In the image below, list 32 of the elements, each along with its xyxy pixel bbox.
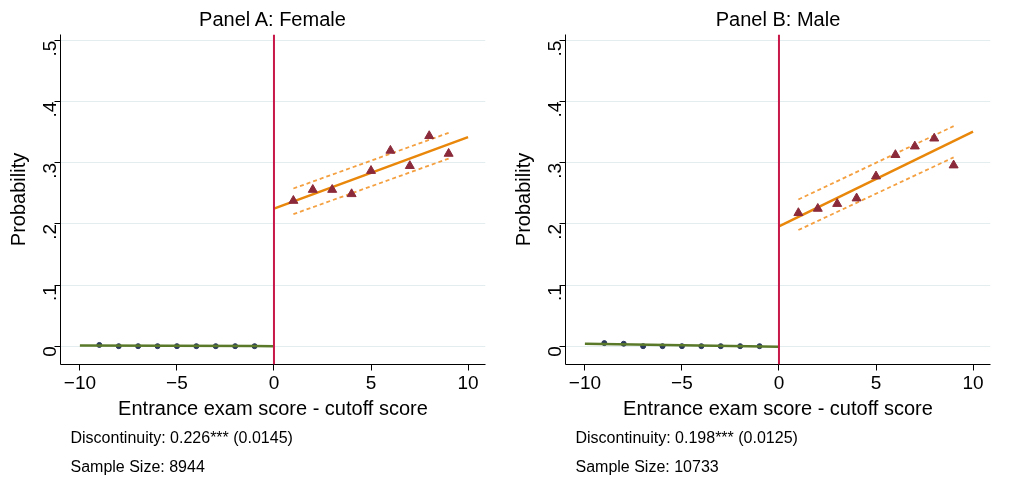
- chart-title: Panel B: Male: [715, 7, 841, 30]
- text: Sample Size: 8944: [70, 457, 205, 475]
- y-tick-label: .1: [39, 285, 60, 301]
- y-axis-title: Probability: [6, 152, 29, 247]
- y-tick-label: .4: [544, 101, 565, 118]
- y-tick-label: .2: [544, 223, 565, 240]
- y-tick-label: 0: [39, 346, 60, 357]
- x-tick-label: 10: [962, 371, 984, 393]
- y-tick-label: .2: [39, 223, 60, 240]
- y-axis-title: Probability: [511, 152, 534, 247]
- x-tick-label: −10: [63, 371, 97, 393]
- x-tick-label: 0: [773, 371, 785, 393]
- text: Discontinuity: 0.198*** (0.0125): [575, 428, 798, 446]
- x-tick-label: −5: [166, 371, 188, 393]
- y-tick-label: .1: [544, 285, 565, 301]
- y-tick-label: .5: [544, 40, 565, 57]
- x-axis-title: Entrance exam score - cutoff score: [623, 396, 933, 419]
- x-tick-label: 10: [457, 371, 479, 393]
- x-tick-label: 0: [268, 371, 280, 393]
- y-tick-label: .4: [39, 101, 60, 118]
- y-tick-label: .3: [39, 162, 60, 179]
- x-tick-label: 5: [870, 371, 882, 393]
- x-axis-title: Entrance exam score - cutoff score: [118, 396, 428, 419]
- x-tick-label: −10: [568, 371, 602, 393]
- y-tick-label: .3: [544, 162, 565, 179]
- y-tick-label: 0: [544, 346, 565, 357]
- y-tick-label: .5: [39, 40, 60, 57]
- chart-title: Panel A: Female: [199, 7, 346, 30]
- text: Sample Size: 10733: [575, 457, 719, 475]
- x-tick-label: 5: [365, 371, 377, 393]
- text: Discontinuity: 0.226*** (0.0145): [70, 428, 293, 446]
- x-tick-label: −5: [671, 371, 693, 393]
